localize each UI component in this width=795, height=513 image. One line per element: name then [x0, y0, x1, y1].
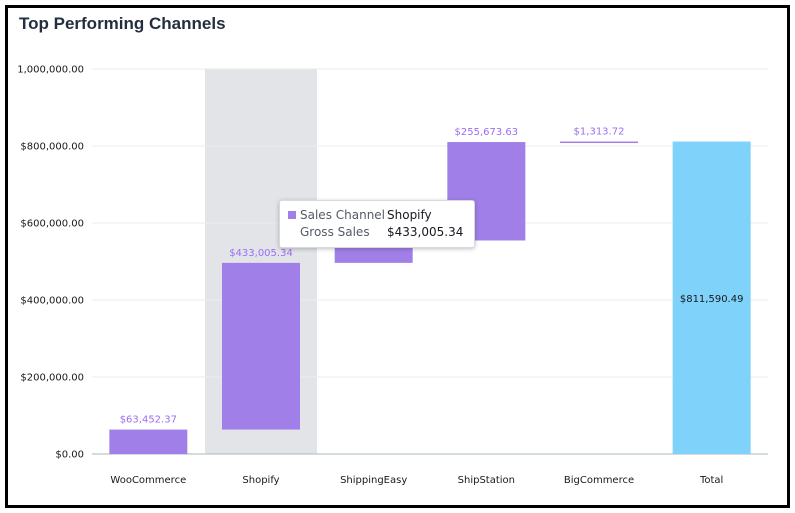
- chart-panel: Top Performing Channels $0.00 $200,000.00…: [5, 5, 790, 508]
- data-label: $433,005.34: [229, 248, 293, 259]
- tooltip-row-gross-sales: Gross Sales $433,005.34: [288, 224, 463, 240]
- tooltip-value: Shopify: [387, 208, 432, 222]
- chart-tooltip: Sales Channel Shopify Gross Sales $433,005…: [279, 200, 475, 248]
- x-category-label: ShipStation: [458, 475, 515, 486]
- y-tick-label: $600,000.00: [20, 219, 84, 230]
- x-category-label: ShippingEasy: [340, 475, 407, 486]
- waterfall-chart: $0.00 $200,000.00 $400,000.00 $600,000.00 $8…: [17, 65, 768, 486]
- y-tick-label: $400,000.00: [20, 296, 84, 307]
- y-tick-label: $0.00: [55, 450, 84, 461]
- x-category-label: Total: [699, 475, 723, 486]
- tooltip-key: Sales Channel: [300, 208, 386, 222]
- tooltip-key: Gross Sales: [300, 225, 370, 239]
- tooltip-row-channel: Sales Channel Shopify: [288, 207, 432, 223]
- increase-bar: [560, 141, 638, 144]
- data-label: $63,452.37: [120, 415, 177, 426]
- data-label: $811,590.49: [680, 294, 744, 305]
- increase-bar: [222, 262, 300, 430]
- tooltip-value: $433,005.34: [387, 225, 464, 239]
- data-label: $255,673.63: [455, 127, 519, 138]
- chart-title: Top Performing Channels: [19, 14, 226, 33]
- tooltip-swatch: [288, 211, 296, 219]
- increase-bar: [109, 429, 188, 454]
- x-category-label: Shopify: [242, 475, 279, 486]
- y-tick-label: $800,000.00: [20, 142, 84, 153]
- x-category-label: BigCommerce: [564, 475, 634, 486]
- total-bar: [672, 141, 751, 454]
- y-tick-label: $200,000.00: [20, 373, 84, 384]
- y-tick-label: 1,000,000.00: [17, 65, 84, 76]
- data-label: $1,313.72: [574, 127, 625, 138]
- x-category-label: WooCommerce: [110, 475, 186, 486]
